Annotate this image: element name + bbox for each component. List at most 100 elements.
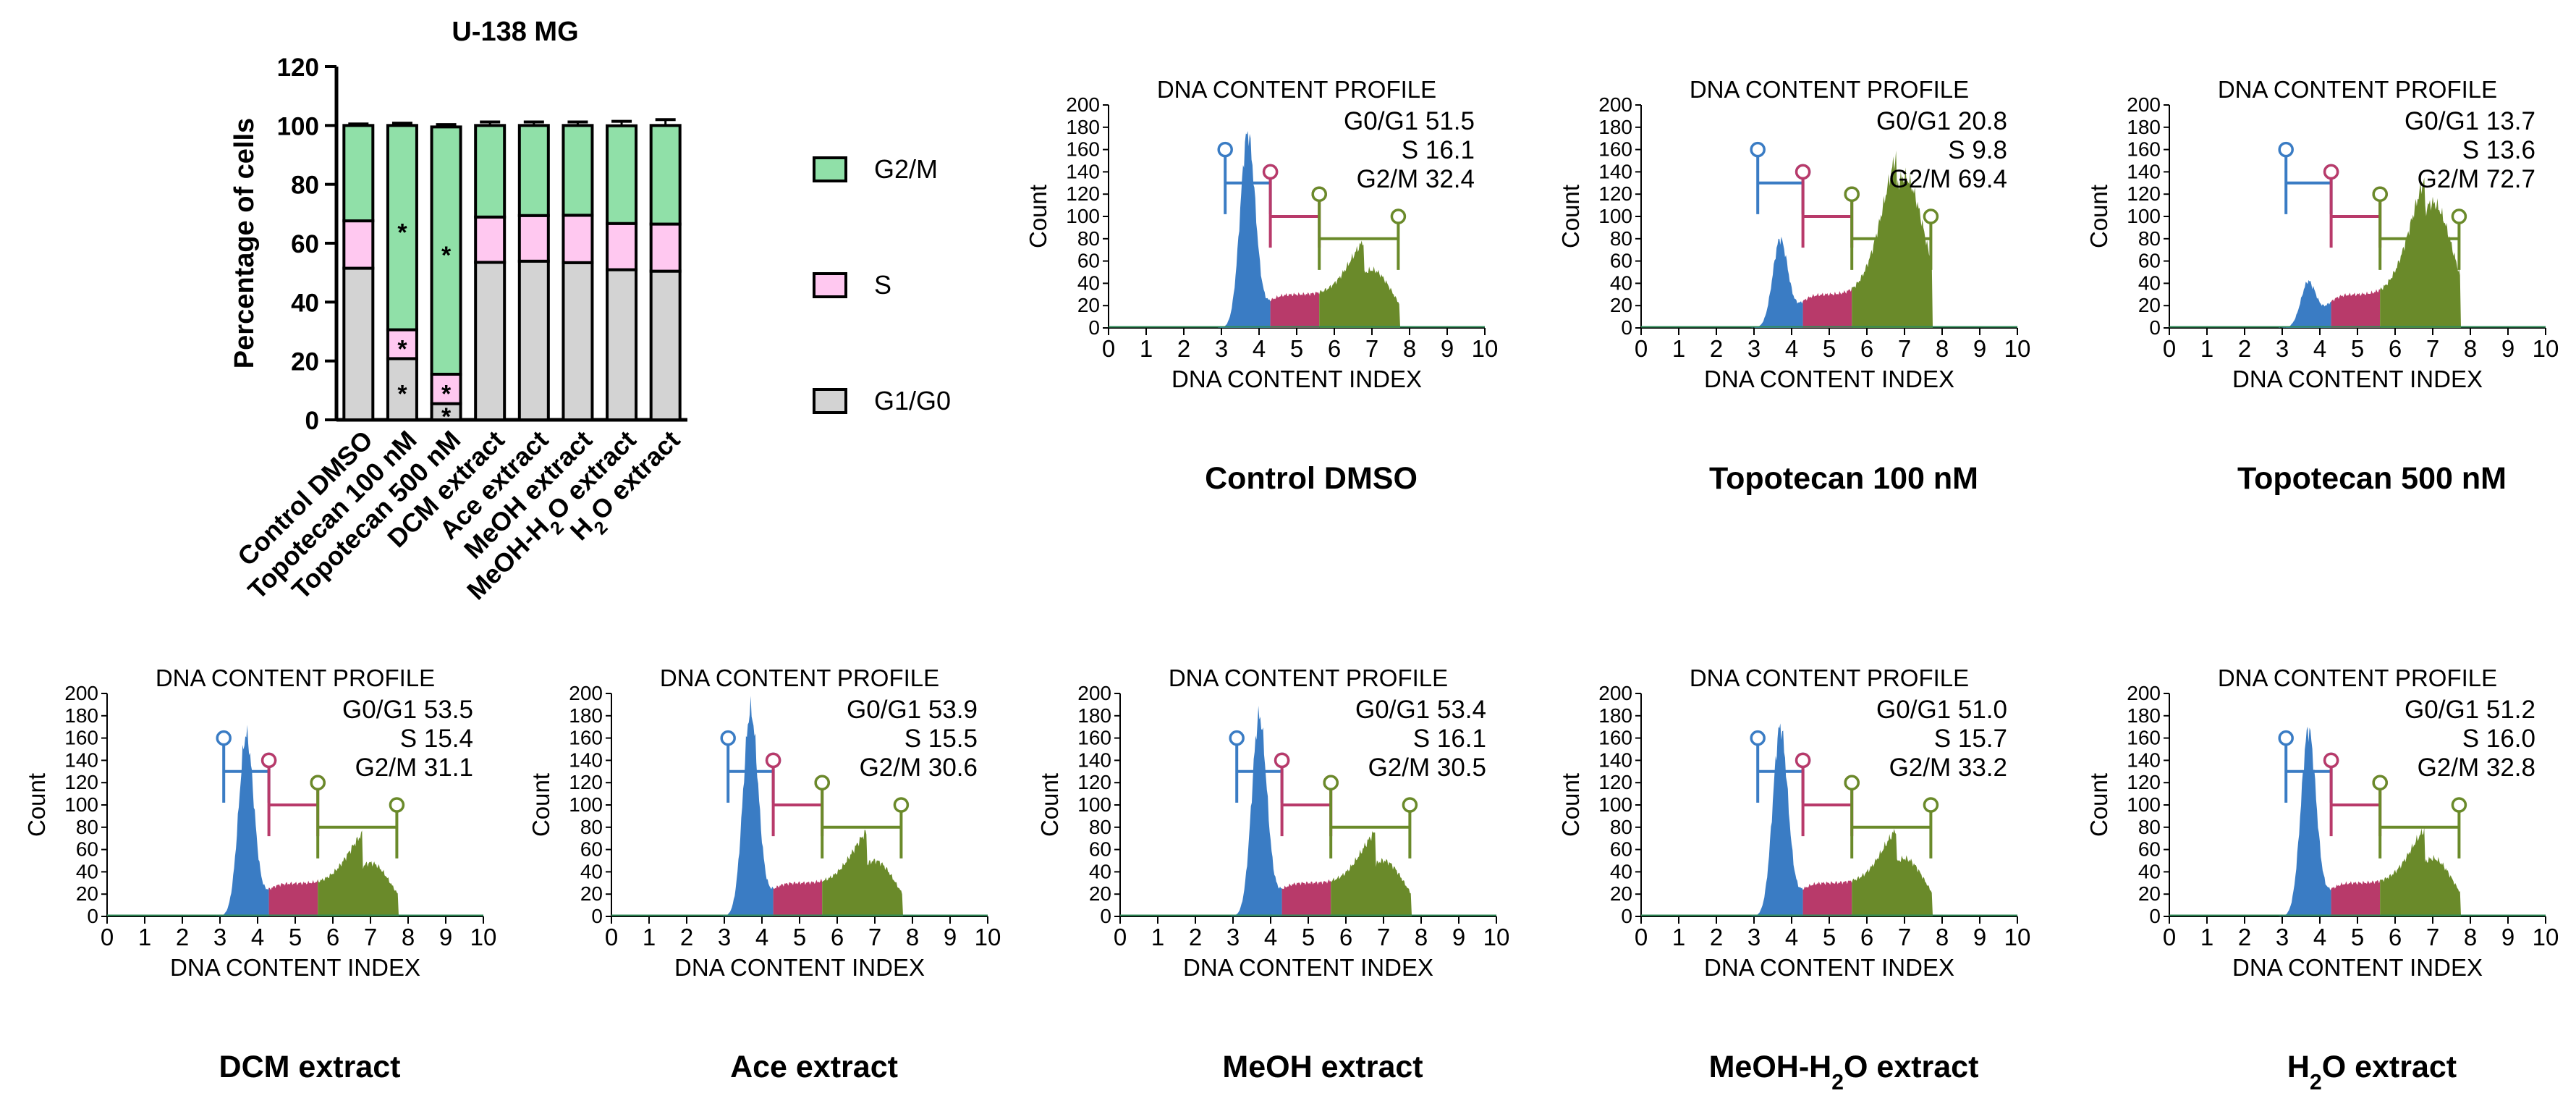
panel-x-tick-label: 8 [1936, 335, 1949, 362]
panel-y-tick-label: 20 [2138, 882, 2161, 905]
panel-y-tick-label: 180 [1066, 116, 1100, 138]
s-value: S 16.1 [1413, 725, 1486, 753]
g1-peak-area [1750, 237, 1803, 328]
panel-y-tick-label: 20 [1610, 882, 1632, 905]
significance-asterisk: * [397, 335, 407, 363]
panel-x-tick-label: 1 [1140, 335, 1153, 362]
panel-y-tick-label: 200 [1598, 93, 1632, 116]
panel-x-tick-label: 6 [1328, 335, 1341, 362]
panel-y-tick-label: 120 [1066, 182, 1100, 205]
g0g1-value: G0/G1 53.4 [1355, 696, 1486, 724]
g2m-value: G2/M 32.8 [2418, 754, 2535, 782]
y-tick-label: 20 [291, 348, 319, 376]
histogram-panel: DNA CONTENT PROFILE020406080100120140160… [2085, 665, 2559, 1094]
panel-y-tick-label: 100 [1598, 205, 1632, 227]
panel-y-tick-label: 0 [1088, 316, 1100, 339]
panel-x-tick-label: 0 [1635, 335, 1648, 362]
g0g1-value: G0/G1 53.5 [342, 696, 473, 724]
panel-y-tick-label: 100 [2127, 793, 2161, 816]
g2m-value: G2/M 30.6 [860, 754, 978, 782]
gate-marker-left [720, 730, 736, 746]
panel-y-tick-label: 20 [1089, 882, 1111, 905]
g0g1-value: G0/G1 13.7 [2405, 107, 2535, 135]
panel-y-tick-label: 180 [2127, 704, 2161, 727]
g1-peak-area [216, 725, 269, 916]
panel-y-tick-label: 140 [1598, 748, 1632, 771]
bar-segment-g2-m [474, 124, 507, 219]
significance-asterisk: * [397, 219, 407, 246]
panel-x-tick-label: 3 [1747, 335, 1761, 362]
gate-marker-left [1274, 752, 1290, 769]
panel-x-axis-label: DNA CONTENT INDEX [2232, 954, 2483, 981]
panel-x-tick-label: 7 [1365, 335, 1378, 362]
panel-y-tick-label: 20 [580, 882, 603, 905]
s-value: S 15.7 [1934, 725, 2007, 753]
panel-x-tick-label: 0 [605, 924, 618, 950]
histogram-panel: DNA CONTENT PROFILE020406080100120140160… [1557, 76, 2030, 496]
panel-y-tick-label: 180 [64, 704, 98, 727]
panel-title: DNA CONTENT PROFILE [2218, 665, 2497, 691]
legend-swatch [813, 388, 847, 414]
panel-y-tick-label: 180 [2127, 116, 2161, 138]
panel-x-tick-label: 0 [2163, 335, 2176, 362]
panel-y-tick-label: 200 [1066, 93, 1100, 116]
panel-x-tick-label: 2 [2238, 924, 2251, 950]
gate-marker-left [1844, 186, 1860, 202]
panel-y-tick-label: 20 [1077, 294, 1100, 316]
panel-y-tick-label: 40 [1077, 271, 1100, 294]
panel-x-axis-label: DNA CONTENT INDEX [170, 954, 420, 981]
panel-x-tick-label: 1 [1672, 924, 1685, 950]
panel-y-tick-label: 100 [1077, 793, 1111, 816]
g2m-peak-area [318, 830, 399, 916]
panel-x-tick-label: 10 [2533, 335, 2559, 362]
panel-y-tick-label: 160 [2127, 727, 2161, 749]
panel-x-tick-label: 0 [1635, 924, 1648, 950]
panel-x-tick-label: 10 [2004, 335, 2031, 362]
gate-marker-left [1229, 730, 1245, 746]
s-phase-area [268, 879, 318, 916]
s-phase-area [1802, 880, 1852, 916]
panel-x-axis-label: DNA CONTENT INDEX [2232, 366, 2483, 392]
panel-x-tick-label: 2 [2238, 335, 2251, 362]
panel-y-tick-label: 60 [1077, 250, 1100, 272]
panel-y-tick-label: 0 [87, 905, 98, 927]
panel-title: DNA CONTENT PROFILE [1169, 665, 1448, 691]
panel-y-tick-label: 140 [64, 748, 98, 771]
panel-x-tick-label: 5 [2351, 924, 2364, 950]
stacked-bar-chart: U-138 MG 0 20 40 60 80 100 120 Percentage of cel… [229, 17, 692, 612]
panel-x-tick-label: 3 [718, 924, 731, 950]
panel-x-tick-label: 7 [1898, 924, 1911, 950]
g2m-peak-area [1331, 831, 1412, 916]
panel-y-axis-label: Count [2085, 185, 2112, 248]
g2m-value: G2/M 69.4 [1889, 165, 2007, 193]
panel-y-tick-label: 60 [580, 838, 603, 861]
y-tick-label: 40 [291, 289, 319, 317]
gate-marker-left [1311, 186, 1327, 202]
panel-y-tick-label: 80 [76, 816, 98, 838]
panel-x-tick-label: 3 [2276, 924, 2289, 950]
gate-marker-left [1750, 141, 1766, 158]
panel-y-tick-label: 180 [569, 704, 603, 727]
panel-x-tick-label: 9 [1973, 924, 1986, 950]
panel-x-tick-label: 9 [2501, 924, 2514, 950]
s-phase-area [773, 878, 823, 916]
bar-segment-g2-m [649, 124, 682, 226]
g2m-value: G2/M 31.1 [355, 754, 473, 782]
panel-x-tick-label: 4 [755, 924, 768, 950]
panel-x-axis-label: DNA CONTENT INDEX [674, 954, 925, 981]
panel-x-tick-label: 6 [1860, 924, 1873, 950]
panel-caption: Topotecan 100 nM [1709, 461, 1978, 496]
panel-y-tick-label: 40 [2138, 271, 2161, 294]
gate-marker-left [2323, 164, 2339, 180]
panel-x-tick-label: 2 [680, 924, 693, 950]
panel-y-tick-label: 20 [1610, 294, 1632, 316]
panel-y-axis-label: Count [528, 773, 554, 837]
bar-segment-s [517, 214, 550, 263]
g2m-peak-area [1852, 829, 1933, 916]
bar-segment-g1-g0 [342, 266, 375, 422]
bar-segment-g1-g0 [562, 261, 594, 421]
panel-y-tick-label: 40 [2138, 860, 2161, 882]
panel-y-tick-label: 140 [569, 748, 603, 771]
panel-y-tick-label: 200 [1598, 682, 1632, 704]
